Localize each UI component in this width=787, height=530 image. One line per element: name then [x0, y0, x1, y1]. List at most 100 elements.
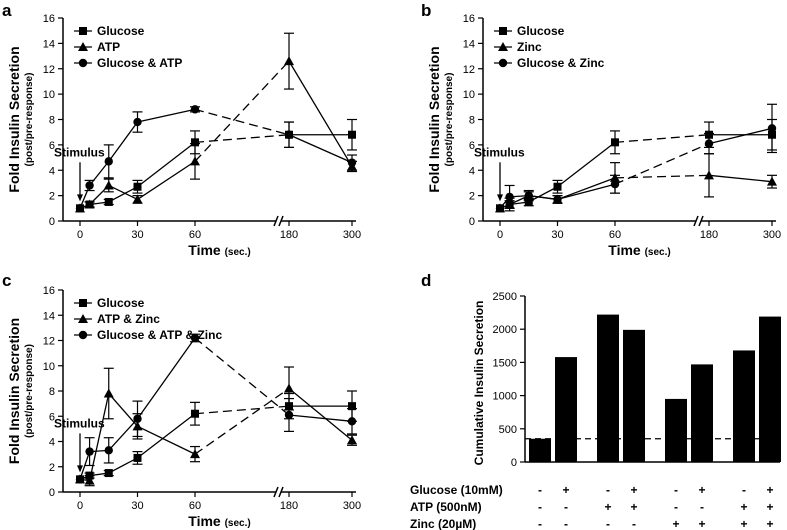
x-tick-label: 0: [77, 229, 83, 241]
y-tick-label: 2000: [493, 324, 517, 336]
condition-sign: -: [564, 517, 568, 530]
data-point: [505, 192, 514, 202]
data-point: [84, 475, 95, 485]
y-tick-label: 14: [43, 38, 55, 50]
y-axis-label-sub: (post/pre-response): [24, 73, 35, 167]
stimulus-label: Stimulus: [474, 145, 525, 159]
data-point: [348, 130, 356, 139]
y-tick-label: 6: [49, 411, 55, 423]
data-point: [284, 56, 294, 66]
series-line: [708, 127, 773, 145]
axis-break-mark: [278, 486, 284, 498]
y-tick-label: 4: [49, 437, 55, 449]
y-tick-label: 12: [463, 64, 475, 76]
series-line: [137, 141, 196, 188]
data-point: [767, 124, 777, 133]
series-line: [137, 425, 196, 455]
legend-marker: [78, 58, 88, 68]
panel-letter: a: [2, 1, 12, 20]
y-tick-label: 12: [43, 64, 55, 76]
panel-letter: d: [421, 271, 431, 290]
data-point: [348, 402, 356, 411]
data-point: [75, 204, 85, 213]
bar: [733, 350, 755, 462]
series-line: [108, 393, 138, 427]
legend-label: Glucose & Zinc: [517, 56, 605, 70]
stimulus-label: Stimulus: [54, 145, 105, 159]
panel-c: c 0 2 4 6 8 10 12 14 16 0 30 60 180 300 Time (sec.) Fold…: [2, 271, 361, 529]
series-line: [708, 174, 773, 183]
condition-sign: +: [698, 483, 705, 497]
data-point: [553, 182, 562, 191]
y-tick-label: 0: [49, 216, 55, 228]
x-axis-label-unit: (sec.): [225, 518, 251, 529]
data-point: [85, 447, 94, 456]
bar: [665, 398, 687, 462]
condition-sign: -: [538, 483, 542, 497]
condition-sign: -: [674, 500, 678, 514]
condition-sign: -: [674, 483, 678, 497]
y-tick-label: 0: [469, 216, 475, 228]
condition-sign: -: [606, 517, 610, 530]
condition-sign: -: [742, 483, 746, 497]
x-axis-label-main: Time: [608, 242, 644, 258]
data-point: [190, 156, 200, 166]
series-circle: [75, 105, 357, 213]
y-tick-label: 2: [469, 191, 475, 203]
legend-marker: [498, 58, 508, 68]
series-line: [137, 108, 196, 123]
x-tick-label: 60: [609, 229, 621, 241]
condition-label: Zinc (20µM): [410, 517, 476, 530]
x-axis-label-main: Time: [188, 513, 224, 529]
legend-label: Zinc: [517, 40, 542, 54]
condition-sign: +: [740, 517, 747, 530]
series-line: [288, 414, 353, 422]
axis-break-mark: [278, 215, 284, 227]
x-tick-label: 0: [497, 229, 503, 241]
bar: [597, 314, 619, 462]
data-point: [104, 469, 113, 478]
legend-label: ATP: [97, 40, 120, 54]
condition-sign: +: [766, 483, 773, 497]
data-point: [347, 417, 357, 426]
data-point: [284, 383, 294, 393]
data-point: [553, 195, 562, 204]
series-line: [108, 418, 138, 451]
data-point: [133, 182, 142, 191]
x-tick-label: 0: [77, 500, 83, 512]
x-tick-label: 60: [189, 500, 201, 512]
y-axis-label: Fold Insulin Secretion: [6, 318, 22, 464]
condition-sign: +: [672, 517, 679, 530]
x-axis-label-unit: (sec.): [225, 247, 251, 258]
y-tick-label: 16: [463, 13, 475, 25]
data-point: [495, 204, 505, 213]
y-tick-label: 1500: [493, 357, 517, 369]
y-tick-label: 1000: [493, 391, 517, 403]
legend-label: ATP & Zinc: [97, 312, 160, 326]
series-line-dashed: [194, 108, 290, 136]
condition-sign: +: [630, 483, 637, 497]
condition-label: Glucose (10mM): [410, 483, 503, 497]
panel-a: a 0 2 4 6 8 10 12 14 16 0 30 60 180 300 Time (sec.) Fold…: [2, 1, 361, 258]
condition-sign: -: [538, 500, 542, 514]
x-tick-label: 60: [189, 229, 201, 241]
condition-sign: -: [606, 483, 610, 497]
y-axis-label-sub: (post/pre-response): [24, 344, 35, 438]
data-point: [284, 410, 294, 420]
axis-break-mark: [698, 215, 704, 227]
series-line: [89, 160, 110, 186]
data-point: [191, 409, 199, 418]
series-line: [108, 121, 139, 162]
series-line-dashed: [194, 134, 290, 143]
series-line: [288, 387, 353, 441]
data-point: [704, 139, 714, 148]
data-point: [103, 388, 114, 398]
condition-sign: +: [562, 483, 569, 497]
y-tick-label: 2500: [493, 291, 517, 303]
y-tick-label: 10: [43, 89, 55, 101]
series-line-dashed: [614, 134, 710, 143]
y-axis-label: Cumulative Insulin Secretion: [472, 301, 486, 466]
data-point: [284, 130, 294, 139]
axis-break-mark: [273, 215, 279, 227]
y-tick-label: 4: [469, 165, 475, 177]
